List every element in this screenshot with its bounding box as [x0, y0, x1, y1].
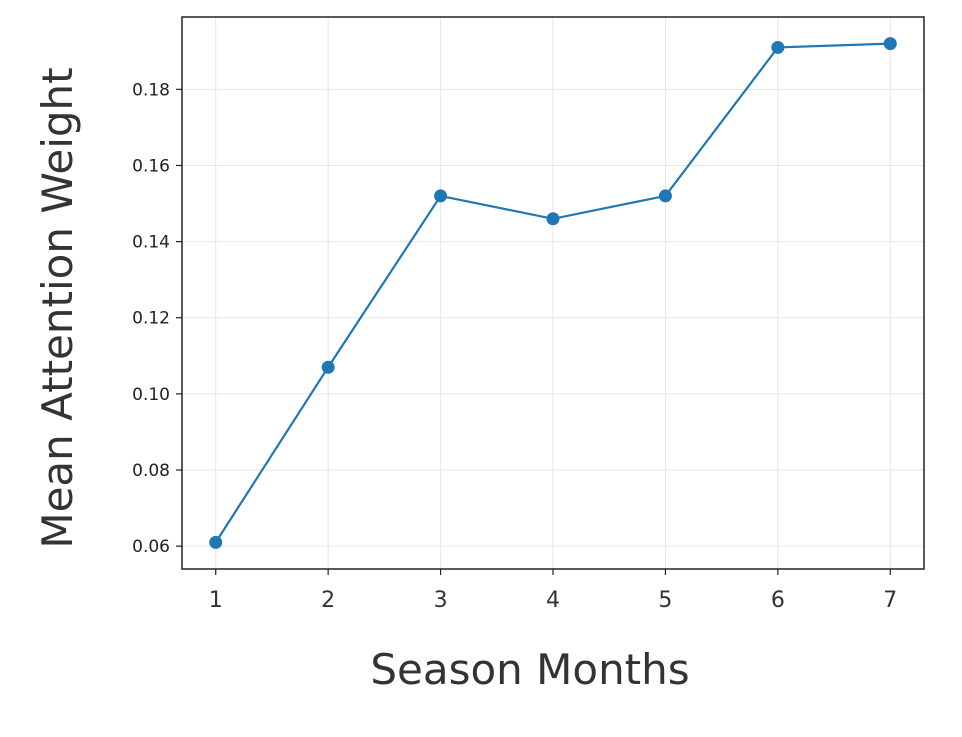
- x-tick-label: 5: [658, 588, 672, 613]
- x-tick-label: 2: [321, 588, 335, 613]
- y-tick-label: 0.10: [132, 385, 170, 405]
- x-axis-label: Season Months: [370, 645, 689, 694]
- x-tick-label: 3: [434, 588, 448, 613]
- y-tick-label: 0.14: [132, 233, 170, 253]
- data-point: [771, 40, 785, 54]
- y-tick-label: 0.12: [132, 309, 170, 329]
- data-point: [658, 189, 672, 203]
- y-axis: 0.06 0.08 0.10 0.12 0.14 0.16 0.18: [132, 80, 182, 557]
- data-point: [209, 535, 223, 549]
- y-tick-label: 0.06: [132, 537, 170, 557]
- data-point: [883, 37, 897, 51]
- data-point: [546, 212, 560, 226]
- x-tick-label: 1: [209, 588, 223, 613]
- data-point: [321, 360, 335, 374]
- x-tick-label: 7: [883, 588, 897, 613]
- y-axis-label: Mean Attention Weight: [33, 67, 82, 548]
- x-tick-label: 4: [546, 588, 560, 613]
- x-tick-label: 6: [771, 588, 785, 613]
- y-tick-label: 0.18: [132, 80, 170, 100]
- data-point: [434, 189, 448, 203]
- series: [209, 37, 897, 549]
- y-tick-label: 0.08: [132, 461, 170, 481]
- y-tick-label: 0.16: [132, 156, 170, 176]
- x-axis: 1 2 3 4 5 6 7: [209, 569, 897, 613]
- grid: [182, 17, 924, 569]
